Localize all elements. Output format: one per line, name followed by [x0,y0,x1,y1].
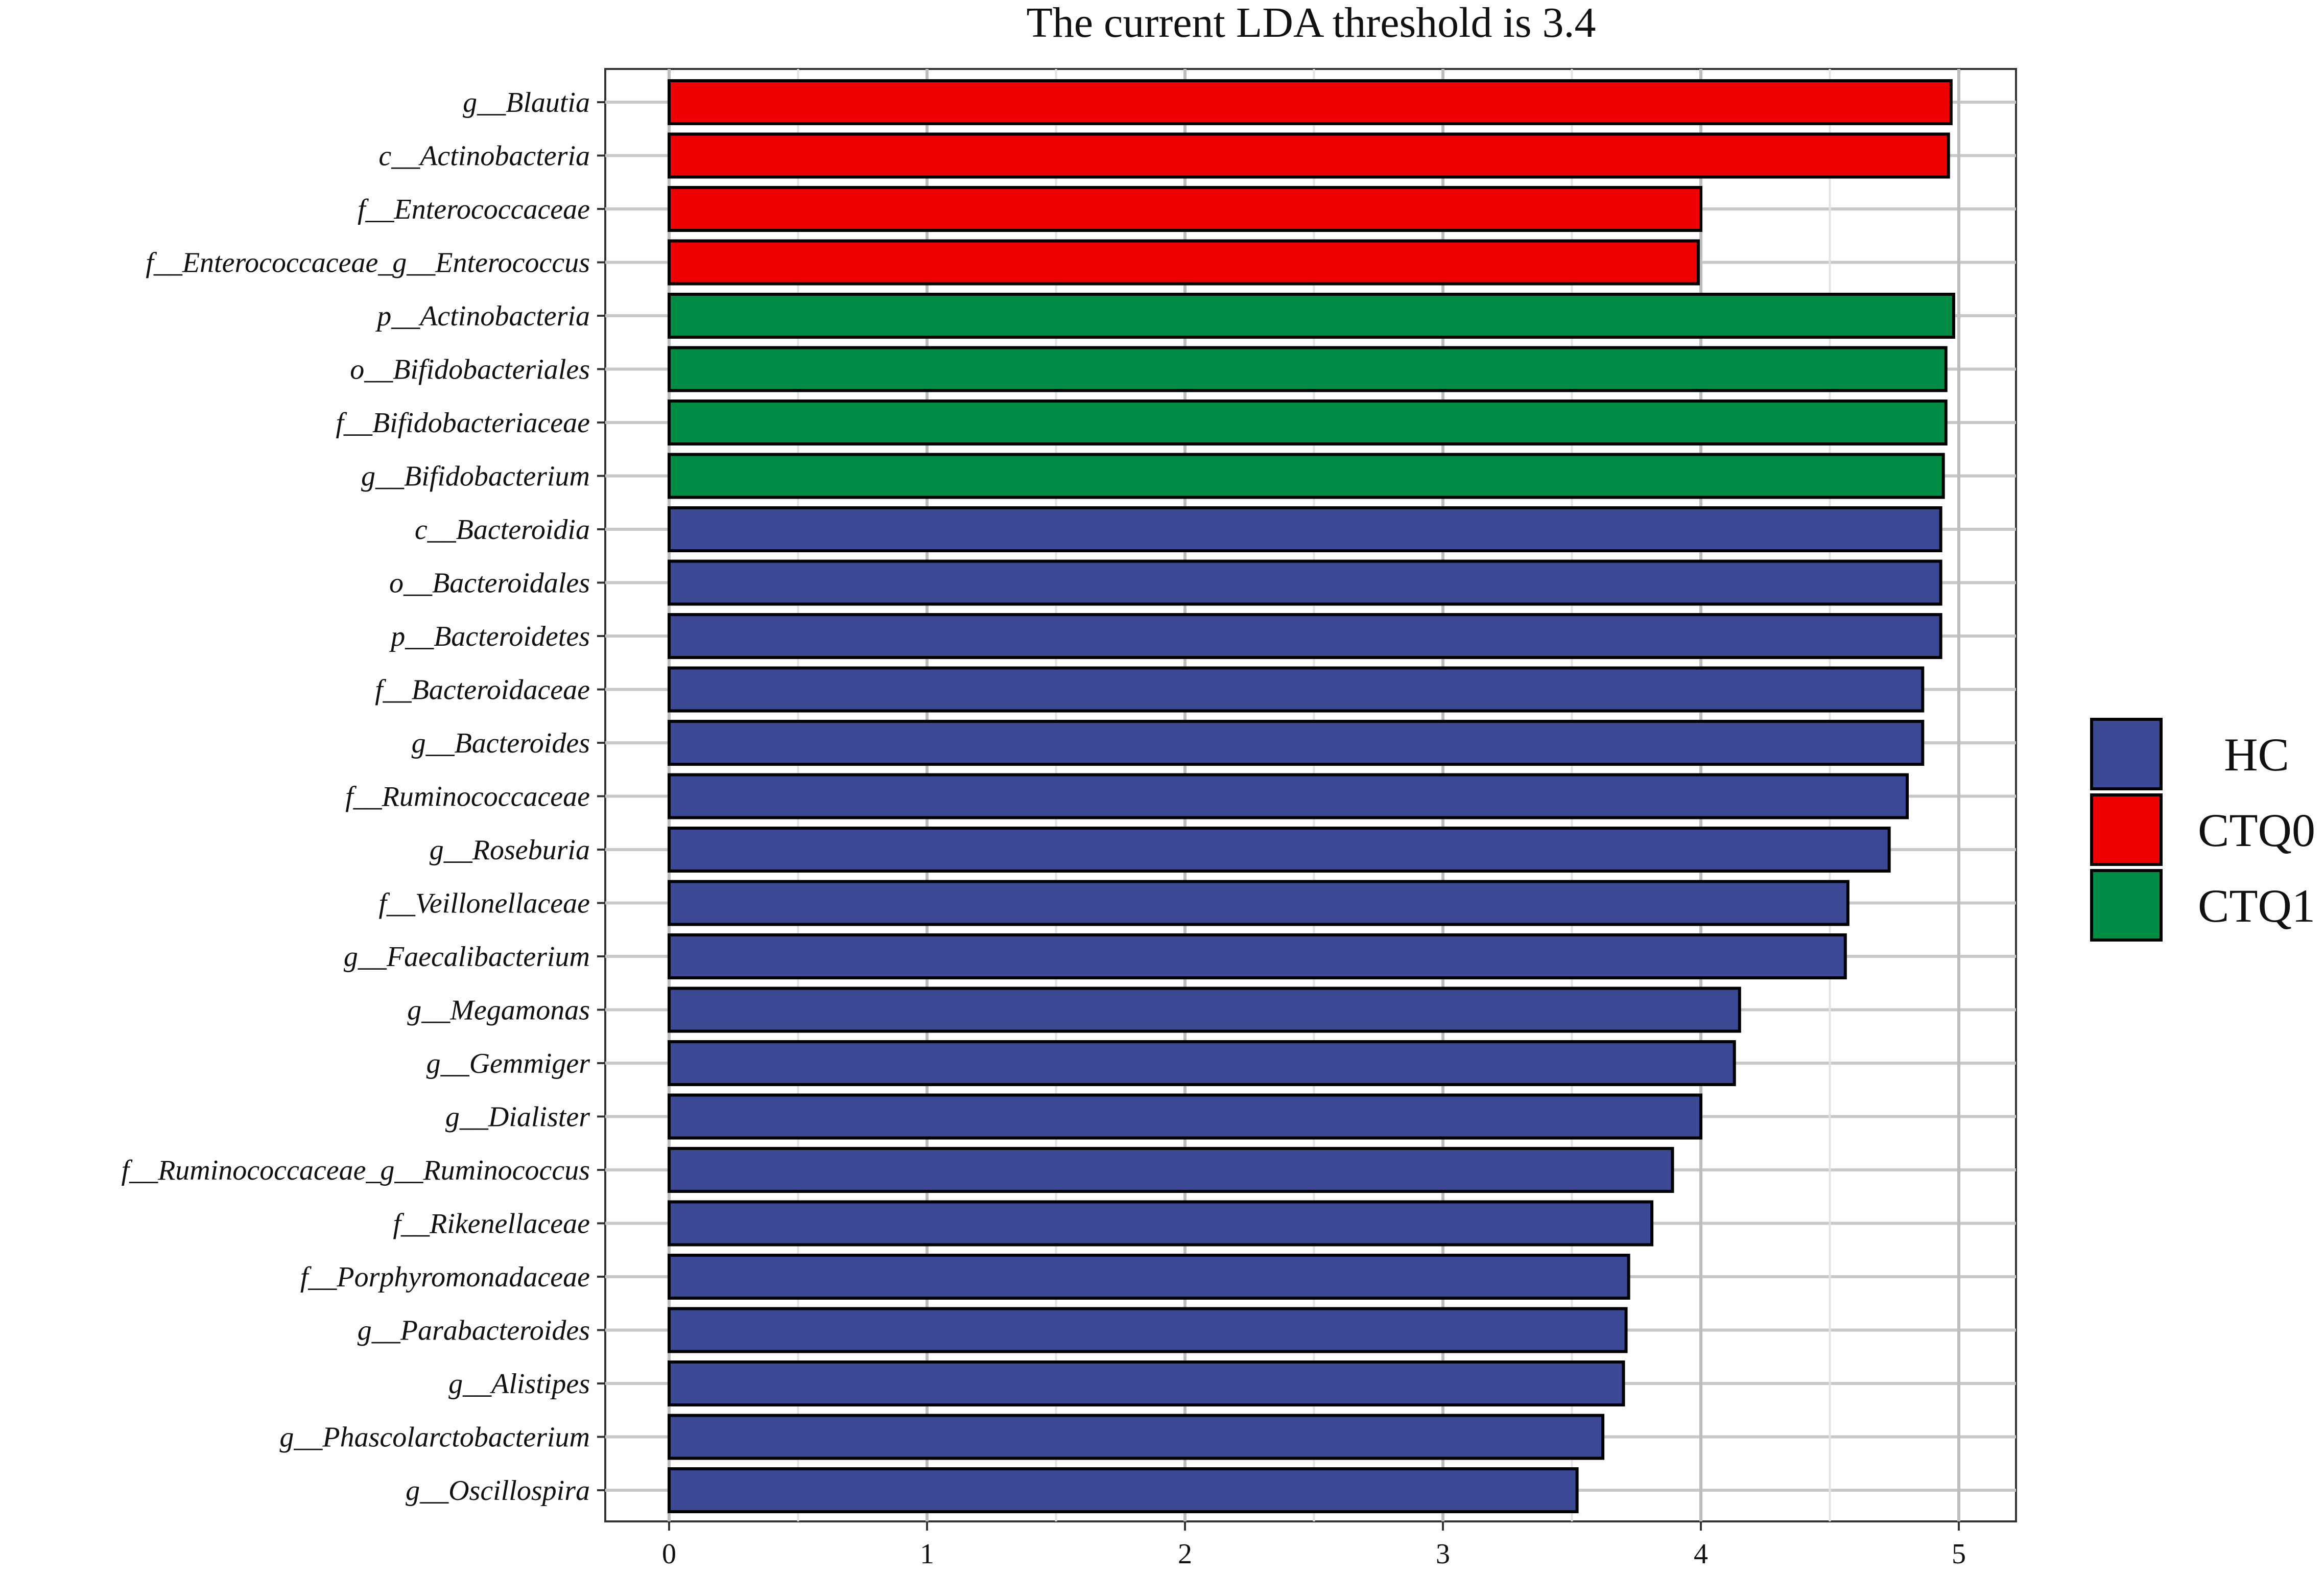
y-tick-label: g__Dialister [445,1101,590,1133]
y-tick-label: g__Roseburia [430,834,590,866]
y-tick-label: f__Veillonellaceae [378,888,590,920]
x-tick-label: 5 [1952,1538,1966,1570]
legend-label: HC [2224,729,2289,781]
bar [668,346,1948,392]
x-tick-label: 2 [1178,1538,1192,1570]
y-tick-label: f__Ruminococcaceae [345,781,590,813]
legend-label: CTQ0 [2198,804,2315,856]
y-tick-label: g__Megamonas [407,995,590,1026]
bar [668,239,1700,286]
legend: HC CTQ0 CTQ1 [2090,718,2315,942]
bar [668,506,1942,552]
bar [668,1040,1736,1086]
bar [668,559,1942,606]
y-tick-label: p__Bacteroidetes [389,621,590,652]
bar [668,400,1948,445]
bar [668,880,1849,926]
legend-key [2090,793,2163,866]
bar [668,1200,1654,1247]
y-tick-label: p__Actinobacteria [375,300,590,332]
bar [668,79,1953,125]
bar [668,132,1950,179]
bars [668,79,1955,1513]
y-axis-labels: g__Blautia c__Actinobacteria f__Enterococc… [122,87,605,1507]
bar [668,293,1955,339]
legend-key [2090,718,2163,790]
x-tick-label: 3 [1436,1538,1450,1570]
y-tick-label: g__Blautia [463,87,590,119]
y-tick-label: o__Bacteroidales [389,568,590,599]
y-tick-label: f__Ruminococcaceae_g__Ruminococcus [122,1155,590,1186]
bar [668,933,1847,979]
y-tick-label: g__Alistipes [448,1368,590,1400]
y-tick-label: g__Bifidobacterium [361,461,590,492]
bar [668,720,1925,766]
y-tick-label: g__Gemmiger [426,1048,590,1079]
x-tick-label: 1 [920,1538,934,1570]
bar [668,453,1945,499]
legend-key [2090,869,2163,942]
bar [668,1467,1579,1513]
bar [668,1307,1628,1353]
y-tick-label: g__Oscillospira [406,1475,590,1507]
bar [668,613,1942,659]
y-tick-label: f__Bifidobacteriaceae [336,407,590,439]
y-tick-label: c__Bacteroidia [415,514,590,546]
bar [668,1414,1605,1460]
y-tick-label: g__Phascolarctobacterium [279,1422,590,1453]
bar [668,1093,1702,1140]
y-tick-label: g__Faecalibacterium [344,941,590,973]
x-tick-label: 0 [662,1538,676,1570]
x-axis: 0 1 2 3 4 5 [662,1521,1966,1570]
y-tick-label: g__Parabacteroides [358,1315,590,1347]
bar [668,1254,1630,1300]
bar [668,1147,1674,1193]
y-tick-label: g__Bacteroides [412,727,590,759]
bar [668,1360,1625,1406]
bar [668,666,1925,713]
x-tick-label: 4 [1694,1538,1708,1570]
bar [668,827,1891,873]
y-tick-label: f__Rikenellaceae [393,1208,590,1240]
y-tick-label: f__Bacteroidaceae [375,674,590,706]
bar [668,773,1909,819]
bar [668,987,1741,1033]
chart-title: The current LDA threshold is 3.4 [1026,0,1596,46]
bar [668,186,1702,232]
y-tick-label: f__Porphyromonadaceae [300,1261,590,1293]
y-tick-label: c__Actinobacteria [378,140,590,172]
y-tick-label: o__Bifidobacteriales [350,354,590,386]
y-tick-label: f__Enterococcaceae_g__Enterococcus [146,247,590,279]
legend-label: CTQ1 [2198,880,2315,932]
y-tick-label: f__Enterococcaceae [358,194,590,225]
